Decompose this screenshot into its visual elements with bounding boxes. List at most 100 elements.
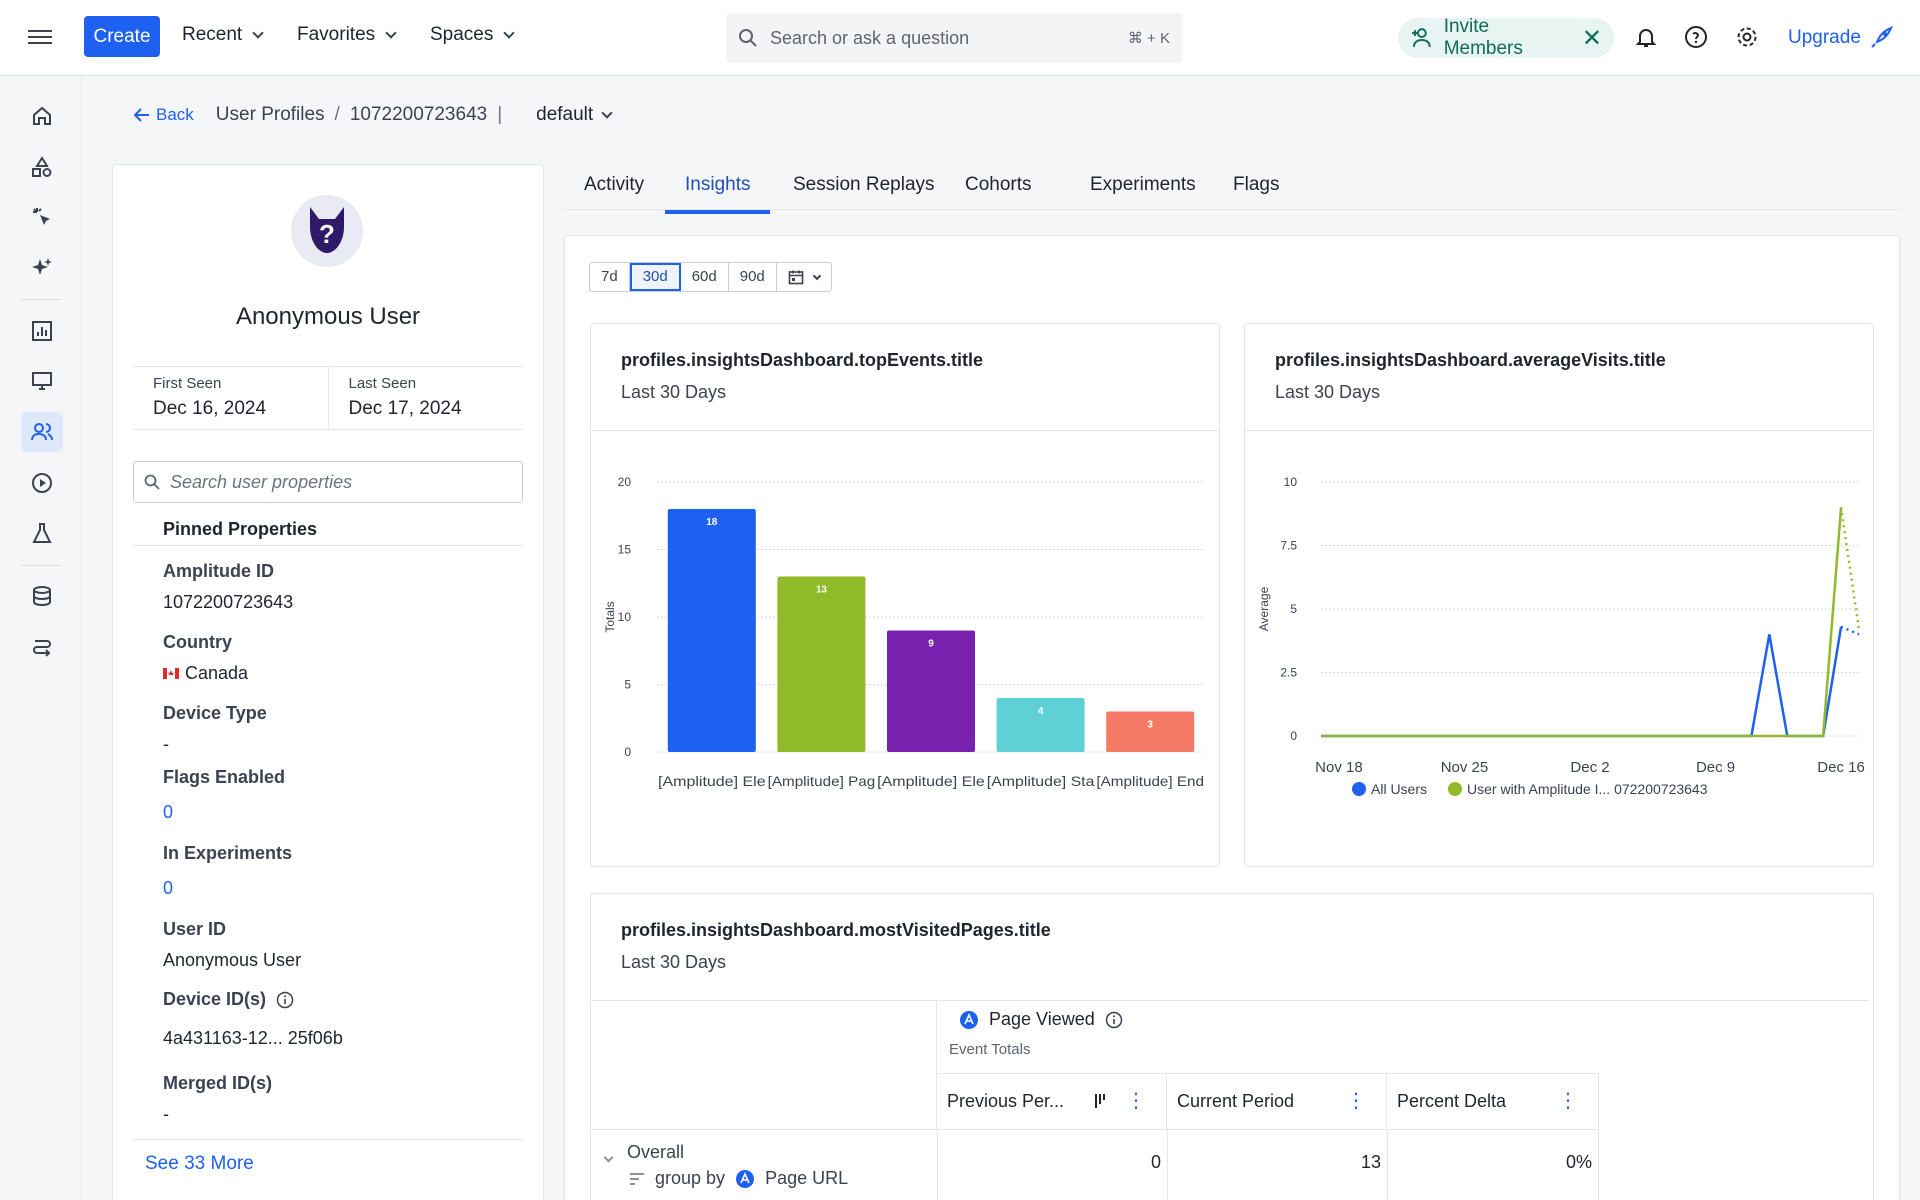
flask-icon[interactable]: [21, 513, 63, 553]
bar[interactable]: [887, 630, 975, 753]
cell-delta: 0%: [1387, 1129, 1599, 1200]
bar[interactable]: [1106, 711, 1195, 753]
bell-icon[interactable]: [1634, 25, 1658, 49]
most-visited-table: Page Viewed Event Totals Previous Per...…: [591, 1000, 1869, 1200]
user-name: Anonymous User: [235, 303, 421, 330]
breadcrumb-user-profiles[interactable]: User Profiles: [215, 104, 325, 125]
environment-dropdown[interactable]: default: [536, 104, 613, 126]
x-tick-label: [Amplitude] Pag: [768, 773, 876, 789]
sort-icon[interactable]: [1094, 1092, 1108, 1110]
search-icon: [144, 474, 160, 490]
series-line[interactable]: [1321, 507, 1843, 738]
bar[interactable]: [667, 509, 756, 752]
see-more-link[interactable]: See 33 More: [145, 1153, 254, 1174]
users-icon[interactable]: [21, 412, 63, 452]
spaces-menu[interactable]: Spaces: [430, 24, 516, 46]
favorites-menu[interactable]: Favorites: [297, 24, 397, 46]
table-row[interactable]: Overall group by Page URL: [591, 1129, 937, 1200]
chevron-down-icon: [601, 106, 613, 119]
home-icon[interactable]: [21, 96, 63, 136]
average-visits-subtitle: Last 30 Days: [1275, 382, 1381, 402]
y-tick-label: 0: [624, 745, 631, 759]
flags-enabled-link[interactable]: 0: [163, 802, 174, 822]
tab-activity[interactable]: Activity: [584, 174, 645, 195]
legend-marker: [1448, 782, 1463, 796]
x-tick-label: [Amplitude] Ele: [658, 773, 766, 789]
experiments-link[interactable]: 0: [163, 878, 174, 898]
range-30d[interactable]: 30d: [629, 263, 681, 291]
property-merged-ids: Merged ID(s) -: [163, 1073, 273, 1124]
info-icon[interactable]: [276, 991, 294, 1009]
series-line-partial: [1839, 507, 1861, 630]
column-menu-icon[interactable]: ⋮: [1346, 1090, 1366, 1112]
sparkle-icon[interactable]: [21, 247, 63, 287]
series-line[interactable]: [1321, 626, 1843, 738]
bar-value-label: 9: [928, 639, 934, 650]
chevron-down-icon[interactable]: [601, 1148, 614, 1166]
help-icon[interactable]: [1684, 25, 1708, 49]
replay-icon[interactable]: [21, 463, 63, 503]
most-visited-pages-card: profiles.insightsDashboard.mostVisitedPa…: [590, 893, 1874, 1200]
column-previous-period[interactable]: Previous Per... ⋮: [937, 1073, 1167, 1129]
pipeline-icon[interactable]: [21, 627, 63, 667]
property-amplitude-id: Amplitude ID 1072200723643: [163, 561, 294, 612]
info-icon[interactable]: [1105, 1011, 1123, 1029]
recent-menu[interactable]: Recent: [182, 24, 264, 46]
chart-icon[interactable]: [21, 311, 63, 351]
most-visited-title: profiles.insightsDashboard.mostVisitedPa…: [621, 920, 1051, 940]
tab-session-replays[interactable]: Session Replays: [793, 174, 935, 195]
menu-icon[interactable]: [28, 26, 52, 48]
seen-dates: First Seen Dec 16, 2024 Last Seen Dec 17, …: [133, 366, 523, 430]
property-device-type: Device Type -: [163, 703, 267, 754]
y-tick-label: 10: [618, 610, 632, 624]
first-seen-value: Dec 16, 2024: [153, 398, 267, 419]
tab-experiments[interactable]: Experiments: [1090, 174, 1196, 195]
canada-flag-icon: [163, 668, 179, 679]
monitor-icon[interactable]: [21, 361, 63, 401]
bar[interactable]: [996, 698, 1085, 752]
date-range-selector: 7d 30d 60d 90d: [589, 262, 832, 292]
gear-icon[interactable]: [1735, 25, 1759, 49]
range-60d[interactable]: 60d: [681, 263, 729, 291]
search-shortcut: ⌘ + K: [1127, 30, 1170, 47]
legend-entry[interactable]: All Users: [1371, 781, 1427, 797]
search-icon: [739, 29, 757, 47]
column-percent-delta[interactable]: Percent Delta ⋮: [1387, 1073, 1599, 1129]
shapes-icon[interactable]: [21, 147, 63, 187]
bar-value-label: 3: [1147, 720, 1153, 731]
invite-members-button[interactable]: Invite Members ✕: [1398, 16, 1614, 59]
top-bar: Create Recent Favorites Spaces Search or…: [0, 0, 1920, 76]
y-tick-label: 0: [1290, 729, 1297, 743]
property-user-id: User ID Anonymous User: [163, 919, 302, 970]
column-menu-icon[interactable]: ⋮: [1558, 1090, 1578, 1112]
create-button[interactable]: Create: [84, 16, 160, 57]
bar[interactable]: [777, 576, 866, 753]
global-search[interactable]: Search or ask a question ⌘ + K: [726, 13, 1182, 63]
database-icon[interactable]: [21, 576, 63, 616]
custom-range-button[interactable]: [777, 263, 831, 291]
event-name-header: Page Viewed: [959, 1009, 1123, 1030]
legend-entry[interactable]: User with Amplitude I... 072200723643: [1467, 781, 1708, 797]
property-search[interactable]: [133, 461, 523, 503]
back-link[interactable]: Back: [134, 105, 194, 125]
row-label: Overall: [627, 1142, 685, 1162]
y-tick-label: 15: [618, 543, 632, 557]
close-icon[interactable]: ✕: [1581, 24, 1602, 52]
property-in-experiments: In Experiments 0: [163, 843, 293, 898]
property-country: Country Canada: [163, 632, 249, 683]
click-icon[interactable]: [21, 197, 63, 237]
chevron-down-icon: [812, 271, 822, 280]
range-7d[interactable]: 7d: [590, 263, 630, 291]
tab-flags[interactable]: Flags: [1233, 174, 1280, 195]
column-current-period[interactable]: Current Period ⋮: [1167, 1073, 1387, 1129]
x-tick-label: Nov 18: [1315, 759, 1363, 776]
group-by-value[interactable]: Page URL: [765, 1168, 849, 1188]
column-menu-icon[interactable]: ⋮: [1126, 1090, 1146, 1112]
most-visited-subtitle: Last 30 Days: [621, 952, 727, 972]
tab-cohorts[interactable]: Cohorts: [965, 174, 1032, 195]
top-events-title: profiles.insightsDashboard.topEvents.tit…: [621, 350, 984, 370]
property-search-input[interactable]: [170, 471, 510, 493]
tab-insights[interactable]: Insights: [665, 174, 771, 214]
upgrade-link[interactable]: Upgrade: [1788, 26, 1893, 50]
range-90d[interactable]: 90d: [729, 263, 777, 291]
